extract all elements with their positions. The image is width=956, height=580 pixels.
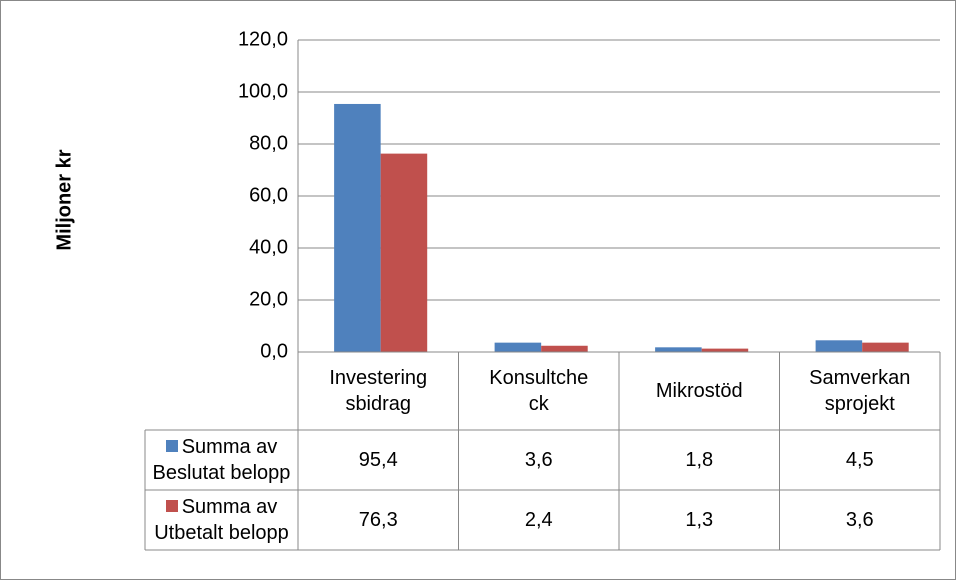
bar bbox=[701, 348, 749, 352]
x-tick-label-text: Mikrostöd bbox=[655, 380, 743, 402]
x-tick-label: Samverkan sprojekt bbox=[780, 352, 941, 430]
data-table-value-text: 95,4 bbox=[358, 449, 398, 471]
legend-key bbox=[165, 500, 178, 512]
x-tick-label: Mikrostöd bbox=[619, 352, 780, 430]
y-tick-label: 120,0 bbox=[238, 28, 288, 50]
x-tick-label-text: Samverkan sprojekt bbox=[809, 367, 911, 415]
data-table-value-text: 1,3 bbox=[685, 509, 714, 531]
y-tick-label: 20,0 bbox=[249, 288, 288, 310]
legend-entry-text: Summa av Beslutat belopp bbox=[152, 436, 291, 484]
data-table-value-text: 3,6 bbox=[524, 449, 553, 471]
bar bbox=[334, 103, 381, 353]
data-table-value: 76,3 bbox=[298, 490, 459, 550]
data-table-value-text: 4,5 bbox=[845, 449, 874, 471]
y-axis-label: Miljoner kr bbox=[53, 149, 75, 250]
bar bbox=[655, 347, 702, 352]
bar bbox=[494, 342, 542, 352]
bar bbox=[815, 340, 863, 352]
y-tick-label: 0,0 bbox=[260, 340, 288, 362]
bar bbox=[380, 153, 428, 352]
data-table-value: 95,4 bbox=[298, 430, 459, 490]
data-table-value-text: 76,3 bbox=[358, 509, 398, 531]
data-table-value: 3,6 bbox=[459, 430, 620, 490]
data-table-value-text: 1,8 bbox=[685, 449, 714, 471]
y-tick-label: 100,0 bbox=[238, 80, 288, 102]
data-table-value: 3,6 bbox=[780, 490, 941, 550]
legend-entry: Summa av Beslutat belopp bbox=[145, 430, 298, 490]
data-table-value-text: 2,4 bbox=[524, 509, 553, 531]
x-tick-label-text: Investering sbidrag bbox=[329, 367, 428, 415]
y-tick-label: 60,0 bbox=[249, 184, 288, 206]
y-tick-label: 80,0 bbox=[249, 132, 288, 154]
data-table-value-text: 3,6 bbox=[845, 509, 874, 531]
x-tick-label: Konsultche ck bbox=[459, 352, 620, 430]
data-table-value: 4,5 bbox=[780, 430, 941, 490]
bar bbox=[541, 345, 588, 352]
x-tick-label: Investering sbidrag bbox=[298, 352, 459, 430]
data-table-value: 2,4 bbox=[459, 490, 620, 550]
bar bbox=[862, 342, 909, 352]
y-tick-label: 40,0 bbox=[249, 236, 288, 258]
data-table-value: 1,3 bbox=[619, 490, 780, 550]
legend-key bbox=[165, 440, 178, 452]
legend-entry-text: Summa av Utbetalt belopp bbox=[154, 496, 289, 544]
data-table-value: 1,8 bbox=[619, 430, 780, 490]
legend-entry: Summa av Utbetalt belopp bbox=[145, 490, 298, 550]
x-tick-label-text: Konsultche ck bbox=[489, 367, 589, 415]
